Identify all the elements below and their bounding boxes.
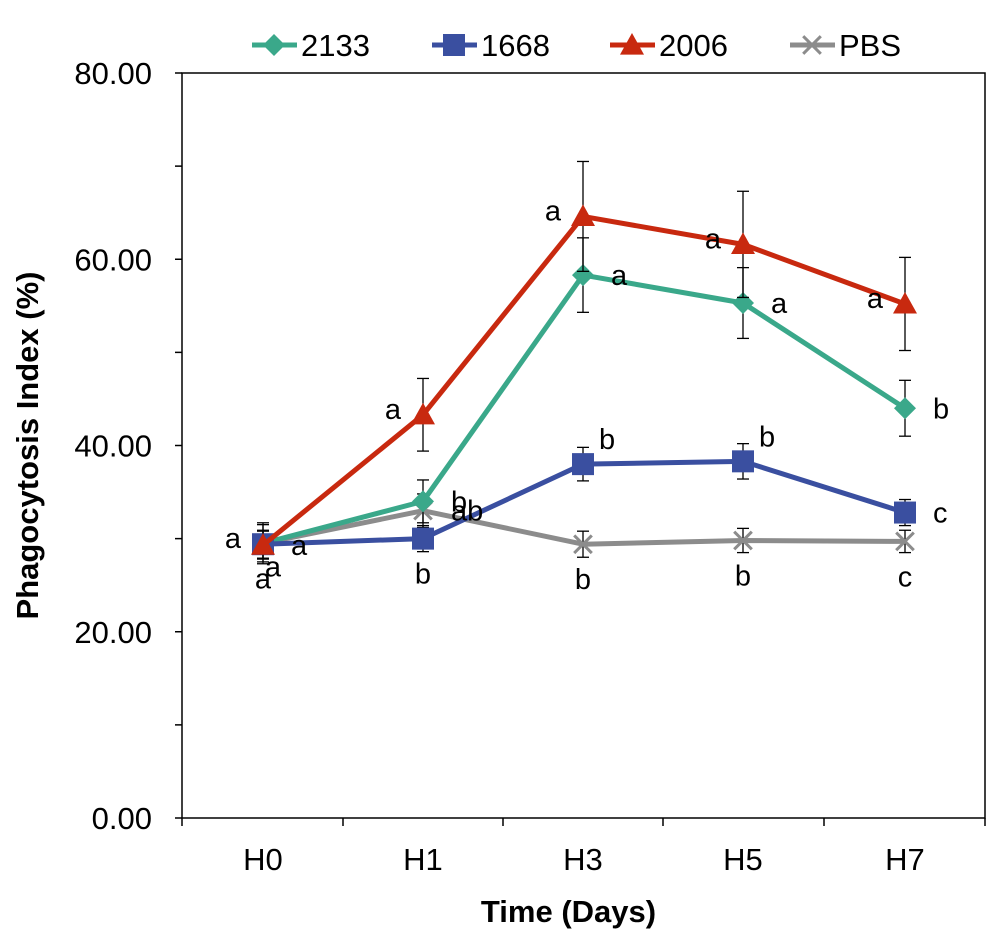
significance-label: b [933,393,949,425]
x-tick-label: H1 [403,842,443,877]
series-PBS [253,493,915,565]
legend-item-PBS: PBS [790,28,901,63]
significance-label: a [545,195,562,227]
data-point-2133 [894,397,916,420]
data-point-PBS [733,530,753,551]
x-tick-label: H5 [723,842,763,877]
significance-label: a [255,563,272,595]
significance-label: b [451,486,467,518]
significance-label: a [265,551,282,583]
legend-marker [620,33,644,55]
y-axis: 0.00 20.00 40.00 60.00 80.00 [74,56,182,836]
legend-item-2133: 2133 [252,28,370,63]
x-axis-title: Time (Days) [481,894,656,929]
significance-label: b [759,421,775,453]
data-point-1668 [412,527,434,550]
legend-item-2006: 2006 [610,28,728,63]
legend: 2133 1668 2006 PBS [252,28,901,63]
y-tick-label: 20.00 [74,615,152,650]
data-point-2006 [251,533,275,555]
data-point-1668 [572,453,594,476]
y-tick-label: 40.00 [74,429,152,464]
significance-label: a [225,523,242,555]
data-point-2006 [571,204,595,227]
y-tick-label: 80.00 [74,56,152,91]
data-point-2006 [731,232,755,254]
data-point-2133 [572,264,594,287]
series-2006 [251,160,917,560]
significance-label: c [898,561,913,593]
data-point-2133 [412,490,434,513]
significance-label: b [599,424,615,456]
data-point-2006 [411,402,435,425]
y-axis-title: Phagocytosis Index (%) [10,272,45,620]
legend-marker [443,34,465,56]
significance-label: ab [451,496,483,528]
data-point-1668 [732,450,754,473]
significance-label: a [385,394,402,426]
significance-label: b [415,559,431,591]
series-layer [251,160,917,565]
significance-label: b [735,560,751,592]
data-point-PBS [573,534,593,555]
significance-label: a [291,530,308,562]
data-point-2006 [893,291,917,314]
y-tick-label: 60.00 [74,242,152,277]
data-point-PBS [895,531,915,552]
significance-label: a [771,288,788,320]
data-point-1668 [894,501,916,524]
legend-marker [802,35,822,55]
series-1668 [252,442,916,559]
series-line-2133 [262,272,907,546]
series-2133 [252,237,916,563]
legend-label: 2006 [659,28,728,63]
significance-label: a [611,260,628,292]
significance-label: a [867,283,884,315]
x-tick-label: H7 [885,842,925,877]
x-axis: H0 H1 H3 H5 H7 [181,818,986,877]
x-tick-label: H3 [563,842,603,877]
significance-label: b [575,564,591,596]
legend-label: PBS [839,28,901,63]
legend-label: 1668 [481,28,550,63]
x-tick-label: H0 [243,842,283,877]
y-tick-label: 0.00 [92,801,152,836]
significance-label: c [933,498,948,530]
legend-item-1668: 1668 [432,28,550,63]
significance-label: a [705,223,722,255]
legend-label: 2133 [301,28,370,63]
legend-marker [263,34,285,56]
